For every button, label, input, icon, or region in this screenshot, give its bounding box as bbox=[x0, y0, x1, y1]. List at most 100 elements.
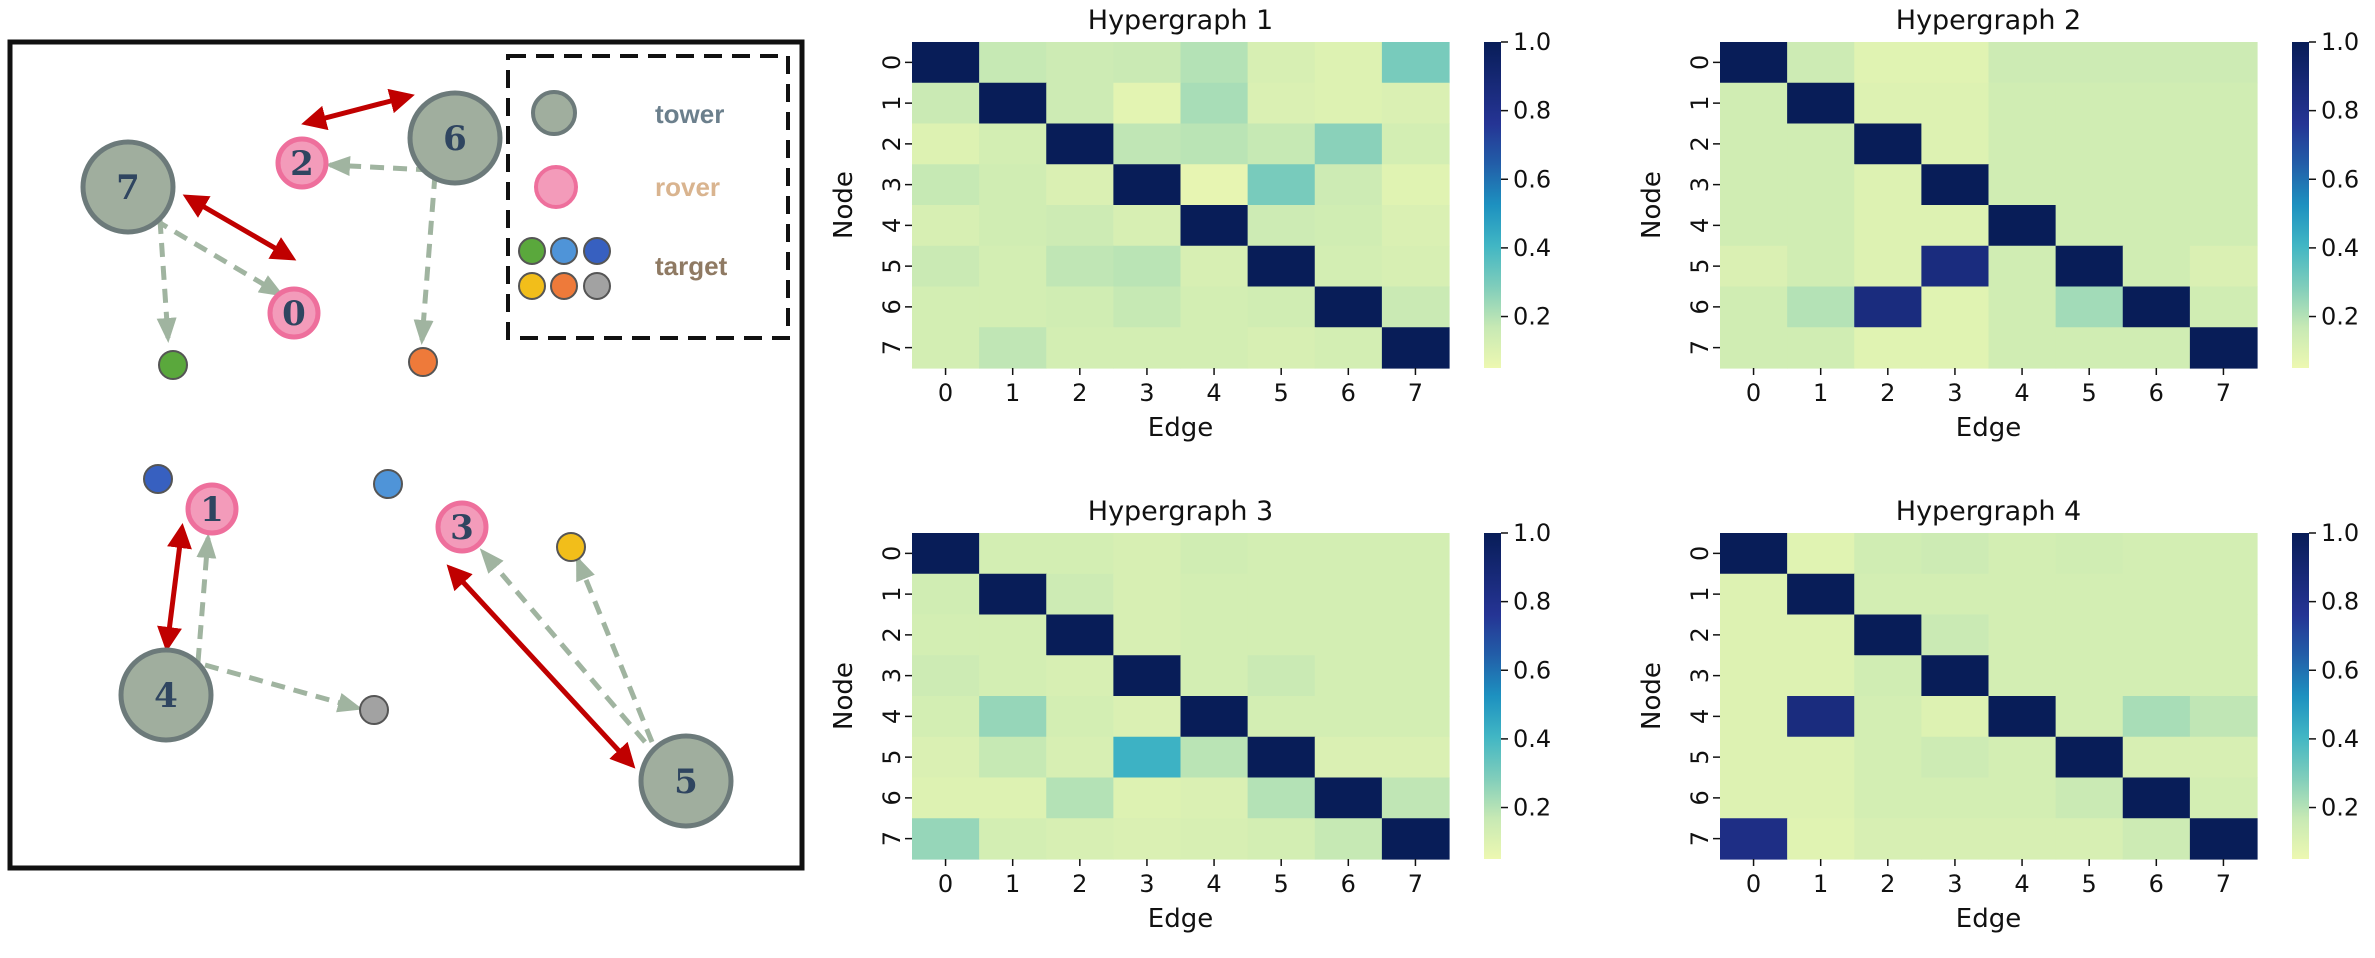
x-tick-label: 1 bbox=[1005, 870, 1020, 898]
heatmap-cell-r0-c3 bbox=[1921, 42, 1990, 84]
heatmap-cell-r1-c4 bbox=[1180, 82, 1249, 125]
communication-arrow-2-6 bbox=[301, 88, 415, 131]
heatmap-cell-r2-c6 bbox=[1314, 614, 1383, 656]
heatmap-cell-r2-c5 bbox=[2055, 123, 2124, 165]
heatmap-hypergraph-1: Hypergraph 1 0 1 2 3 4 5 6 7 0 1 2 3 4 5 6 7 Edge Node 1.0 0… bbox=[829, 5, 1551, 443]
colorbar-tick-label: 1.0 bbox=[2321, 519, 2359, 547]
heatmap-cell-r5-c5 bbox=[1247, 245, 1316, 288]
heatmap-cell-r7-c2 bbox=[1854, 818, 1922, 860]
heatmap-cell-r7-c6 bbox=[1314, 327, 1383, 369]
legend-target-icons bbox=[518, 237, 611, 300]
colorbar-tick-label: 0.4 bbox=[2321, 234, 2359, 262]
heatmap-cell-r2-c3 bbox=[1113, 614, 1182, 656]
y-tick-label: 4 bbox=[1686, 709, 1714, 724]
heatmap-cell-r0-c0 bbox=[1720, 533, 1788, 575]
y-tick-label: 2 bbox=[878, 627, 906, 642]
y-tick-label: 3 bbox=[878, 668, 906, 683]
y-tick-label: 7 bbox=[878, 340, 906, 355]
heatmap-cell-r3-c3 bbox=[1921, 655, 1990, 697]
heatmap-cell-r2-c0 bbox=[1720, 614, 1788, 656]
x-tick-label: 3 bbox=[1139, 379, 1154, 407]
heatmap-cell-r2-c2 bbox=[1854, 123, 1922, 165]
heatmap-cell-r7-c7 bbox=[1381, 818, 1450, 860]
heatmap-cell-r2-c4 bbox=[1988, 614, 2057, 656]
heatmap-cell-r3-c0 bbox=[912, 164, 980, 206]
heatmap-cell-r0-c1 bbox=[979, 533, 1047, 575]
heatmap-cell-r1-c2 bbox=[1854, 82, 1922, 125]
heatmap-cell-r7-c4 bbox=[1180, 327, 1249, 369]
heatmap-cell-r6-c0 bbox=[1720, 777, 1788, 819]
y-tick-label: 0 bbox=[878, 546, 906, 561]
y-axis-label: Node bbox=[1637, 662, 1667, 730]
colorbar-tick-label: 0.4 bbox=[1513, 725, 1551, 753]
heatmap-cell-r2-c0 bbox=[1720, 123, 1788, 165]
heatmap-cell-r1-c3 bbox=[1921, 82, 1990, 125]
y-tick-label: 5 bbox=[1686, 749, 1714, 764]
heatmap-cell-r2-c3 bbox=[1113, 123, 1182, 165]
x-axis-label: Edge bbox=[1956, 904, 2021, 934]
x-tick-label: 7 bbox=[1408, 870, 1423, 898]
heatmap-cell-r6-c0 bbox=[1720, 286, 1788, 328]
tower-label: 7 bbox=[116, 168, 140, 208]
heatmap-cell-r0-c0 bbox=[912, 42, 980, 84]
rover-2: 2 bbox=[275, 136, 329, 190]
heatmap-cell-r0-c6 bbox=[2122, 42, 2191, 84]
heatmap-title: Hypergraph 3 bbox=[1088, 496, 1273, 527]
x-tick-label: 0 bbox=[1746, 870, 1761, 898]
heatmap-cell-r0-c4 bbox=[1180, 42, 1249, 84]
heatmap-cell-r6-c5 bbox=[2055, 286, 2124, 328]
heatmap-cell-r2-c2 bbox=[1046, 614, 1114, 656]
heatmap-cell-r6-c4 bbox=[1180, 286, 1249, 328]
heatmap-cell-r2-c5 bbox=[1247, 614, 1316, 656]
heatmap-hypergraph-4: Hypergraph 4 0 1 2 3 4 5 6 7 0 1 2 3 4 5 6 7 Edge Node 1.0 0… bbox=[1637, 496, 2359, 934]
heatmap-cell-r7-c1 bbox=[1787, 818, 1855, 860]
heatmap-cell-r1-c7 bbox=[2189, 82, 2258, 125]
y-tick-label: 4 bbox=[878, 218, 906, 233]
heatmap-cell-r5-c1 bbox=[1787, 245, 1855, 288]
heatmap-cell-r4-c6 bbox=[1314, 205, 1383, 247]
tower-label: 4 bbox=[154, 676, 178, 716]
heatmap-cell-r4-c3 bbox=[1113, 696, 1182, 738]
heatmap-cell-r3-c4 bbox=[1988, 655, 2057, 697]
legend-rover-icon bbox=[534, 165, 578, 209]
heatmap-cell-r5-c2 bbox=[1854, 245, 1922, 288]
heatmap-cell-r7-c0 bbox=[1720, 327, 1788, 369]
heatmap-cell-r4-c5 bbox=[2055, 696, 2124, 738]
heatmap-cell-r3-c4 bbox=[1988, 164, 2057, 206]
heatmap-cell-r6-c4 bbox=[1180, 777, 1249, 819]
heatmap-cell-r1-c2 bbox=[1046, 573, 1114, 616]
x-tick-label: 5 bbox=[2082, 870, 2097, 898]
communication-arrow-7-0 bbox=[182, 194, 297, 261]
heatmap-cell-r7-c5 bbox=[1247, 818, 1316, 860]
heatmap-cell-r1-c0 bbox=[1720, 82, 1788, 125]
heatmap-cell-r7-c5 bbox=[2055, 818, 2124, 860]
heatmap-cell-r5-c1 bbox=[979, 245, 1047, 288]
heatmap-cell-r1-c7 bbox=[1381, 573, 1450, 616]
heatmap-cell-r5-c4 bbox=[1180, 245, 1249, 288]
x-tick-label: 2 bbox=[1072, 870, 1087, 898]
heatmap-cell-r7-c1 bbox=[979, 327, 1047, 369]
heatmap-cell-r4-c6 bbox=[2122, 696, 2191, 738]
heatmap-cell-r6-c5 bbox=[1247, 286, 1316, 328]
heatmap-cell-r0-c0 bbox=[1720, 42, 1788, 84]
tower-6: 6 bbox=[407, 90, 503, 186]
heatmap-cell-r4-c2 bbox=[1854, 205, 1922, 247]
heatmap-cell-r4-c2 bbox=[1046, 205, 1114, 247]
heatmap-cell-r3-c7 bbox=[2189, 164, 2258, 206]
x-tick-label: 0 bbox=[1746, 379, 1761, 407]
heatmap-cell-r2-c1 bbox=[979, 614, 1047, 656]
target-orange bbox=[408, 347, 438, 377]
x-tick-label: 4 bbox=[1206, 870, 1221, 898]
heatmap-cell-r0-c5 bbox=[1247, 533, 1316, 575]
heatmap-cell-r6-c1 bbox=[1787, 286, 1855, 328]
heatmap-cell-r6-c3 bbox=[1921, 777, 1990, 819]
x-tick-label: 2 bbox=[1880, 870, 1895, 898]
heatmap-cell-r6-c5 bbox=[1247, 777, 1316, 819]
heatmap-cell-r7-c7 bbox=[2189, 327, 2258, 369]
heatmap-cell-r0-c3 bbox=[1113, 533, 1182, 575]
y-tick-label: 0 bbox=[878, 55, 906, 70]
heatmap-cell-r1-c6 bbox=[1314, 82, 1383, 125]
heatmap-cell-r0-c6 bbox=[1314, 42, 1383, 84]
heatmap-cell-r4-c2 bbox=[1854, 696, 1922, 738]
y-tick-label: 1 bbox=[1686, 95, 1714, 110]
